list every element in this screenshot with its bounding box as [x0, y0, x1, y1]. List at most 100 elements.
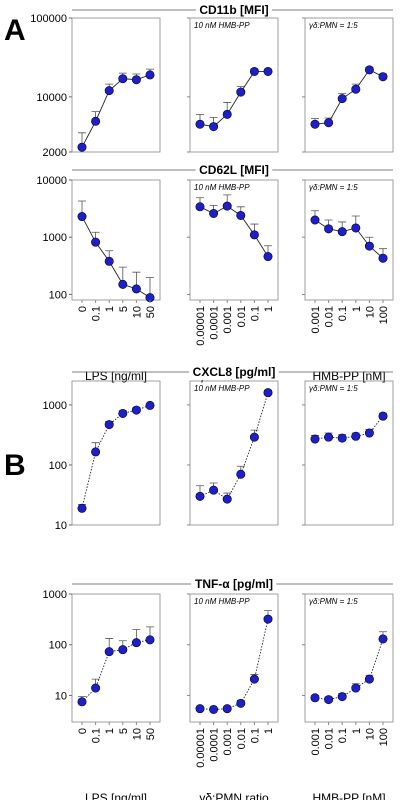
x-tick-label: 1: [351, 728, 363, 734]
annotation: 10 nM HMB-PP: [194, 597, 250, 606]
data-point: [378, 634, 388, 644]
data-point: [324, 118, 334, 128]
x-axis-label: γδ:PMN ratio: [199, 791, 269, 800]
data-point: [195, 491, 205, 501]
data-line: [314, 415, 384, 440]
data-point: [209, 704, 219, 714]
data-point: [236, 87, 246, 97]
data-point: [310, 119, 320, 129]
x-tick-label: 0.0001: [209, 728, 221, 762]
data-point: [337, 227, 347, 237]
x-tick-label: 5: [118, 728, 130, 734]
data-point: [145, 70, 155, 80]
annotation: 10 nM HMB-PP: [194, 21, 250, 30]
x-axis-label: HMB-PP [nM]: [312, 369, 385, 383]
data-point: [236, 210, 246, 220]
x-tick-label: 0: [77, 728, 89, 734]
data-point: [263, 252, 273, 262]
data-point: [91, 116, 101, 126]
data-point: [324, 224, 334, 234]
x-tick-label: 1: [104, 306, 116, 312]
data-point: [222, 109, 232, 119]
data-point: [337, 433, 347, 443]
y-tick-label: 100000: [30, 13, 67, 25]
x-tick-label: 0: [77, 306, 89, 312]
x-tick-label: 0.01: [324, 306, 336, 327]
annotation: γδ:PMN = 1:5: [309, 21, 358, 30]
data-line: [199, 71, 268, 128]
x-tick-label: 10: [131, 728, 143, 740]
plot-frame: [304, 593, 394, 723]
x-tick-label: 0.01: [236, 728, 248, 749]
plot-frame: [189, 593, 279, 723]
data-point: [131, 75, 141, 85]
x-tick-label: 10: [131, 306, 143, 318]
annotation: γδ:PMN = 1:5: [309, 384, 358, 393]
data-point: [118, 645, 128, 655]
row-title: CD11b [MFI]: [199, 3, 268, 17]
data-point: [77, 142, 87, 152]
data-point: [104, 256, 114, 266]
data-point: [195, 202, 205, 212]
data-point: [195, 119, 205, 129]
x-axis-label: HMB-PP [nM]: [312, 791, 385, 800]
data-point: [131, 638, 141, 648]
x-tick-label: 0.001: [310, 306, 322, 334]
x-tick-label: 0.001: [222, 728, 234, 756]
data-point: [310, 434, 320, 444]
panel-label: A: [4, 14, 26, 47]
data-point: [351, 223, 361, 233]
x-tick-label: 0.1: [337, 728, 349, 743]
plot-frame: [304, 179, 394, 301]
x-tick-label: 0.01: [236, 306, 248, 327]
row-title: TNF-α [pg/ml]: [195, 577, 273, 591]
data-point: [91, 683, 101, 693]
data-line: [314, 69, 384, 125]
data-point: [324, 432, 334, 442]
y-tick-label: 100: [49, 289, 67, 301]
data-point: [236, 698, 246, 708]
data-point: [222, 704, 232, 714]
data-point: [364, 428, 374, 438]
x-tick-label: 5: [118, 306, 130, 312]
x-tick-label: 0.00001: [195, 728, 207, 768]
x-tick-label: 0.1: [91, 728, 103, 743]
annotation: γδ:PMN = 1:5: [309, 183, 358, 192]
data-point: [351, 84, 361, 94]
data-point: [104, 420, 114, 430]
row-title: CD62L [MFI]: [199, 163, 269, 177]
plot-frame: [71, 179, 161, 301]
x-tick-label: 10: [364, 728, 376, 740]
data-point: [364, 674, 374, 684]
data-point: [249, 66, 259, 76]
data-point: [378, 411, 388, 421]
x-tick-label: 1: [351, 306, 363, 312]
data-line: [81, 404, 151, 509]
data-point: [131, 405, 141, 415]
data-point: [263, 66, 273, 76]
data-point: [263, 388, 273, 398]
data-line: [199, 619, 269, 710]
panel-label: B: [4, 449, 26, 482]
x-tick-label: 0.0001: [209, 306, 221, 340]
data-point: [91, 237, 101, 247]
x-tick-label: 1: [263, 306, 275, 312]
plot-frame: [304, 17, 394, 153]
x-axis-label: LPS [ng/ml]: [85, 791, 147, 800]
data-point: [91, 447, 101, 457]
x-tick-label: 100: [378, 306, 390, 324]
data-point: [364, 65, 374, 75]
plot-frame: [189, 380, 279, 526]
x-tick-label: 10: [364, 306, 376, 318]
y-tick-label: 1000: [43, 400, 67, 412]
data-point: [131, 284, 141, 294]
x-tick-label: 1: [263, 728, 275, 734]
plot-frame: [71, 593, 161, 723]
data-point: [310, 693, 320, 703]
data-point: [222, 201, 232, 211]
y-tick-label: 2000: [43, 147, 67, 159]
data-point: [118, 279, 128, 289]
data-point: [351, 431, 361, 441]
y-tick-label: 10: [55, 690, 67, 702]
data-point: [249, 674, 259, 684]
